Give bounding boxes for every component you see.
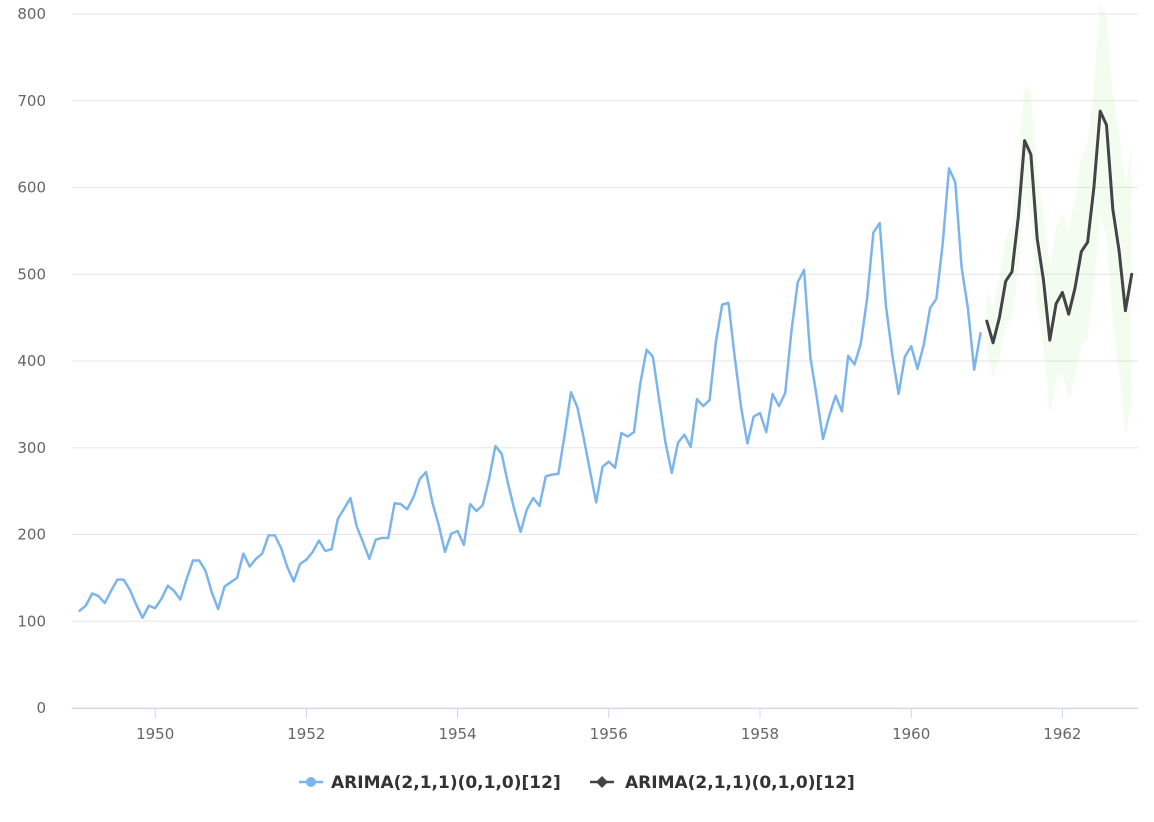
y-tick-label-0: 0 — [36, 699, 46, 717]
legend: ARIMA(2,1,1)(0,1,0)[12] ARIMA(2,1,1)(0,1… — [299, 773, 855, 793]
legend-circle-marker-icon — [306, 777, 316, 787]
x-tick-label-1950: 1950 — [136, 725, 174, 743]
x-tick-label-1958: 1958 — [741, 725, 779, 743]
series-line-0[interactable] — [78, 167, 982, 620]
x-tick-label-1960: 1960 — [892, 725, 930, 743]
x-tick-label-1954: 1954 — [438, 725, 476, 743]
y-tick-label-400: 400 — [17, 352, 46, 370]
forecast-confidence-band — [986, 5, 1132, 434]
y-tick-label-600: 600 — [17, 179, 46, 197]
grid-lines — [72, 13, 1138, 709]
x-tick-label-1962: 1962 — [1043, 725, 1081, 743]
y-tick-label-100: 100 — [17, 612, 46, 630]
x-axis: 1950 1952 1954 1956 1958 1960 1962 — [72, 708, 1138, 743]
y-axis-labels: 0 100 200 300 400 500 600 700 800 — [17, 5, 46, 717]
legend-item-series-0[interactable]: ARIMA(2,1,1)(0,1,0)[12] — [299, 773, 561, 793]
y-tick-label-300: 300 — [17, 439, 46, 457]
series-line-1[interactable] — [985, 109, 1134, 345]
y-tick-label-200: 200 — [17, 526, 46, 544]
x-tick-label-1956: 1956 — [590, 725, 628, 743]
y-tick-label-700: 700 — [17, 92, 46, 110]
legend-diamond-marker-icon — [596, 776, 608, 788]
forecast-band-area — [986, 5, 1132, 434]
y-tick-label-800: 800 — [17, 5, 46, 23]
x-tick-label-1952: 1952 — [287, 725, 325, 743]
legend-label-series-1: ARIMA(2,1,1)(0,1,0)[12] — [625, 773, 855, 793]
y-tick-label-500: 500 — [17, 265, 46, 283]
series-lines — [78, 109, 1134, 620]
legend-label-series-0: ARIMA(2,1,1)(0,1,0)[12] — [331, 773, 561, 793]
legend-item-series-1[interactable]: ARIMA(2,1,1)(0,1,0)[12] — [590, 773, 855, 793]
